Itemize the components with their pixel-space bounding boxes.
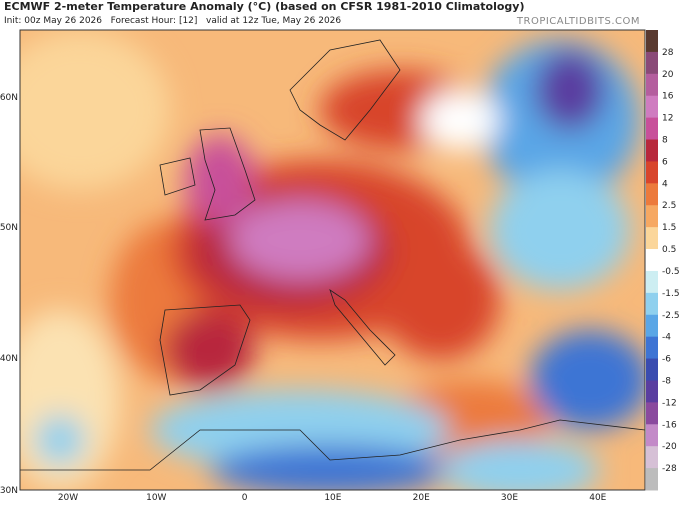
colorbar-label: 16 <box>662 92 674 102</box>
lon-label: 20E <box>413 493 430 503</box>
colorbar-label: -4 <box>662 333 671 343</box>
colorbar-swatch <box>646 468 658 491</box>
colorbar-label: 20 <box>662 70 674 80</box>
colorbar-label: -1.5 <box>662 289 680 299</box>
title: ECMWF 2-meter Temperature Anomaly (°C) (… <box>4 0 525 13</box>
colorbar-label: -8 <box>662 376 671 386</box>
colorbar-swatch <box>646 205 658 228</box>
colorbar-swatch <box>646 227 658 250</box>
colorbar-swatch <box>646 139 658 162</box>
colorbar-swatch <box>646 73 658 97</box>
colorbar: 28 20 16 12 8 6 4 2.5 1.5 0.5 -0.5 -1.5 -2.5 -4 -6 -8 -1… <box>646 30 680 491</box>
lon-label: 10E <box>324 493 341 503</box>
colorbar-swatch <box>646 117 658 141</box>
colorbar-swatch <box>646 380 658 403</box>
colorbar-swatch <box>646 183 658 206</box>
colorbar-swatch <box>646 95 658 119</box>
lat-label: 60N <box>0 93 18 103</box>
colorbar-label: -12 <box>662 398 677 408</box>
lon-label: 0 <box>242 493 248 503</box>
watermark: TROPICALTIDBITS.COM <box>516 16 640 27</box>
colorbar-swatch <box>646 336 658 360</box>
lon-label: 20W <box>58 493 78 503</box>
subtitle: Init: 00z May 26 2026 Forecast Hour: [12… <box>4 16 341 26</box>
map-axes: 60N 50N 40N 30N 20W 10W 0 10E 20E 30E 40E <box>0 93 607 503</box>
map-frame <box>19 29 646 491</box>
colorbar-label: -20 <box>662 442 677 452</box>
colorbar-label: 0.5 <box>662 245 676 255</box>
colorbar-swatch <box>646 314 658 338</box>
colorbar-swatch <box>646 446 658 469</box>
colorbar-swatch <box>646 161 658 184</box>
colorbar-label: 12 <box>662 114 673 124</box>
colorbar-label: 4 <box>662 179 668 189</box>
colorbar-label: 8 <box>662 136 668 146</box>
colorbar-label: -16 <box>662 420 677 430</box>
lon-label: 30E <box>501 493 518 503</box>
lat-label: 50N <box>0 223 18 233</box>
lon-label: 10W <box>146 493 166 503</box>
map-field <box>20 30 645 490</box>
colorbar-label: 28 <box>662 48 674 58</box>
colorbar-swatch <box>646 51 658 75</box>
colorbar-swatch <box>646 402 658 425</box>
colorbar-swatch <box>646 249 658 272</box>
colorbar-label: -28 <box>662 464 677 474</box>
colorbar-label: 6 <box>662 157 668 167</box>
colorbar-swatch <box>646 270 658 294</box>
lon-label: 40E <box>589 493 606 503</box>
lat-label: 30N <box>0 486 18 496</box>
colorbar-label: -2.5 <box>662 311 680 321</box>
colorbar-swatch <box>646 358 658 381</box>
lat-label: 40N <box>0 354 18 364</box>
colorbar-label: 1.5 <box>662 223 676 233</box>
colorbar-label: -0.5 <box>662 267 680 277</box>
colorbar-swatch <box>646 424 658 447</box>
colorbar-label: -6 <box>662 355 671 365</box>
colorbar-swatch <box>646 30 658 53</box>
colorbar-label: 2.5 <box>662 201 676 211</box>
colorbar-swatch <box>646 292 658 316</box>
